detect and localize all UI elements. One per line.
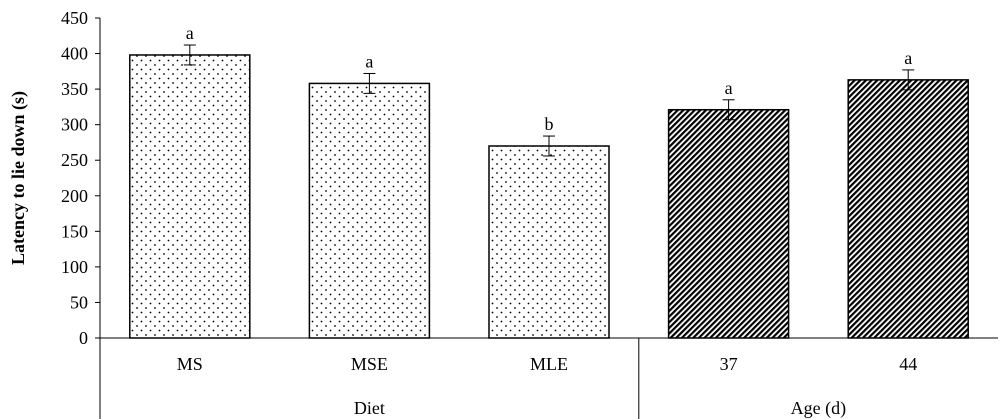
y-tick-label: 250: [61, 150, 88, 170]
x-category-label: MSE: [351, 354, 388, 374]
y-tick-label: 100: [61, 257, 88, 277]
y-tick-label: 0: [79, 328, 88, 348]
significance-letter: a: [365, 51, 373, 71]
x-group-label: Age (d): [791, 398, 846, 419]
bar: [667, 108, 790, 339]
significance-letter: a: [186, 23, 194, 43]
bar: [488, 145, 610, 339]
significance-letter: b: [545, 114, 554, 134]
y-tick-label: 450: [61, 8, 88, 28]
significance-letter: a: [904, 48, 912, 68]
significance-letter: a: [725, 78, 733, 98]
x-group-label: Diet: [354, 398, 385, 418]
plot-area: 0 50 100 150 200 250 300 350 400 450 a MS a MSE b MLE Di…: [61, 8, 998, 419]
y-tick-label: 150: [61, 221, 88, 241]
x-category-label: 44: [899, 354, 917, 374]
x-category-label: MS: [177, 354, 203, 374]
bar: [308, 82, 431, 339]
y-axis-label: Latency to lie down (s): [8, 91, 29, 265]
y-tick-label: 50: [70, 292, 88, 312]
y-tick-label: 200: [61, 186, 88, 206]
x-category-label: 37: [720, 354, 738, 374]
y-tick-label: 300: [61, 115, 88, 135]
y-tick-label: 400: [61, 44, 88, 64]
x-category-label: MLE: [530, 354, 568, 374]
y-tick-label: 350: [61, 79, 88, 99]
bar: [847, 79, 969, 339]
bar: [129, 54, 251, 339]
